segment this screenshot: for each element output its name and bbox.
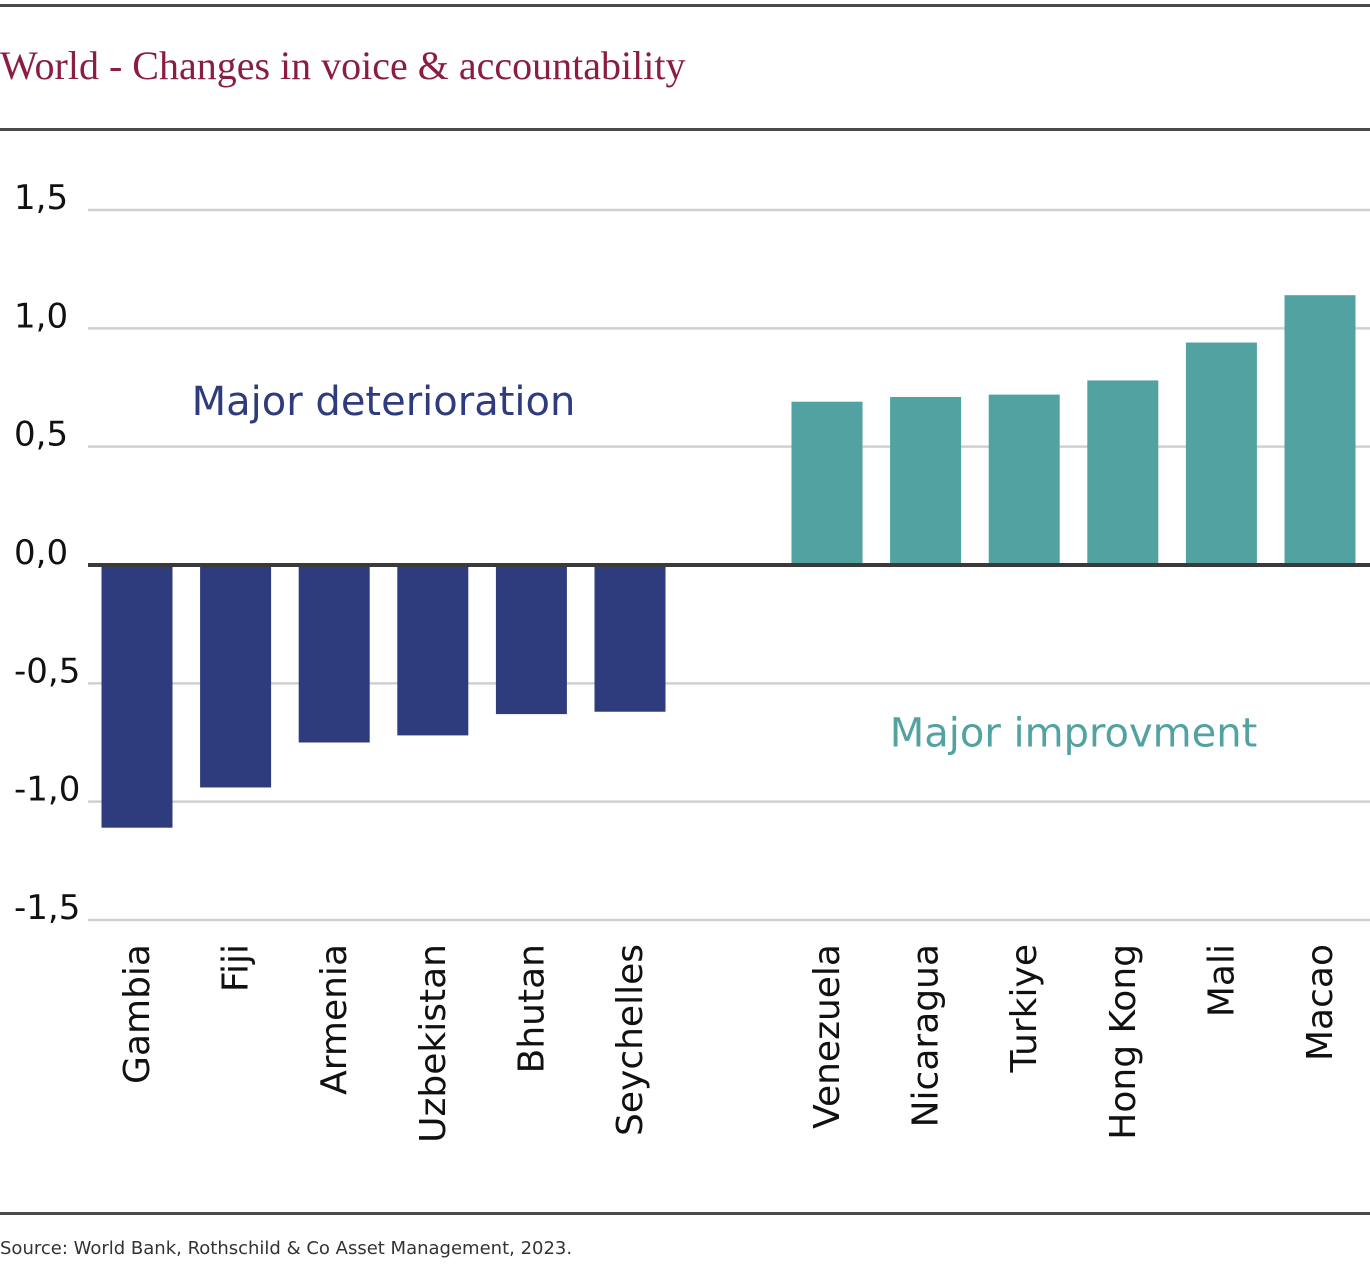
x-tick-label: Armenia [314, 944, 355, 1095]
y-tick-label: 0,5 [14, 415, 68, 455]
bar-turkiye [988, 394, 1060, 565]
x-tick-label: Venezuela [807, 944, 848, 1129]
bar-macao [1284, 295, 1356, 565]
annotations: Major deterioration Major improvment [192, 379, 1258, 756]
x-tick-label: Nicaragua [906, 944, 947, 1127]
chart-title: World - Changes in voice & accountabilit… [0, 43, 686, 88]
bars [101, 295, 1356, 828]
bar-nicaragua [890, 396, 962, 565]
y-tick-label: -1,5 [14, 888, 80, 928]
x-tick-label: Hong Kong [1103, 944, 1144, 1140]
bar-armenia [298, 565, 370, 743]
y-tick-label: 1,5 [14, 178, 68, 218]
x-tick-label: Seychelles [610, 944, 651, 1136]
x-tick-label: Mali [1201, 944, 1242, 1017]
x-tick-label: Turkiye [1004, 944, 1045, 1073]
bar-bhutan [495, 565, 567, 715]
title-rule [0, 128, 1370, 131]
bar-fiji [200, 565, 272, 788]
annotation-deterioration: Major deterioration [192, 379, 576, 425]
x-tick-labels: Gambia Fiji Armenia Uzbekistan Bhutan Seychel… [117, 944, 1341, 1143]
bar-mali [1185, 342, 1257, 565]
bar-seychelles [594, 565, 666, 712]
y-tick-label: -0,5 [14, 651, 80, 691]
x-tick-label: Uzbekistan [413, 944, 454, 1143]
bar-venezuela [791, 401, 863, 565]
bar-chart: 1,5 1,0 0,5 0,0 -0,5 -1,0 -1,5 Gambia Fiji Armen… [14, 178, 1370, 1143]
x-tick-label: Macao [1300, 944, 1341, 1061]
y-tick-labels: 1,5 1,0 0,5 0,0 -0,5 -1,0 -1,5 [14, 178, 80, 928]
bar-gambia [101, 565, 173, 828]
footer-rule [0, 1212, 1370, 1215]
x-tick-label: Bhutan [511, 944, 552, 1073]
top-rule [0, 4, 1370, 7]
y-tick-label: 0,0 [14, 533, 68, 573]
annotation-improvement: Major improvment [890, 710, 1258, 756]
bar-uzbekistan [397, 565, 469, 736]
y-tick-label: -1,0 [14, 770, 80, 810]
source-note: Source: World Bank, Rothschild & Co Asse… [0, 1238, 573, 1259]
x-tick-label: Gambia [117, 944, 158, 1084]
x-tick-label: Fiji [216, 944, 257, 992]
bar-hong-kong [1087, 380, 1159, 565]
y-tick-label: 1,0 [14, 296, 68, 336]
